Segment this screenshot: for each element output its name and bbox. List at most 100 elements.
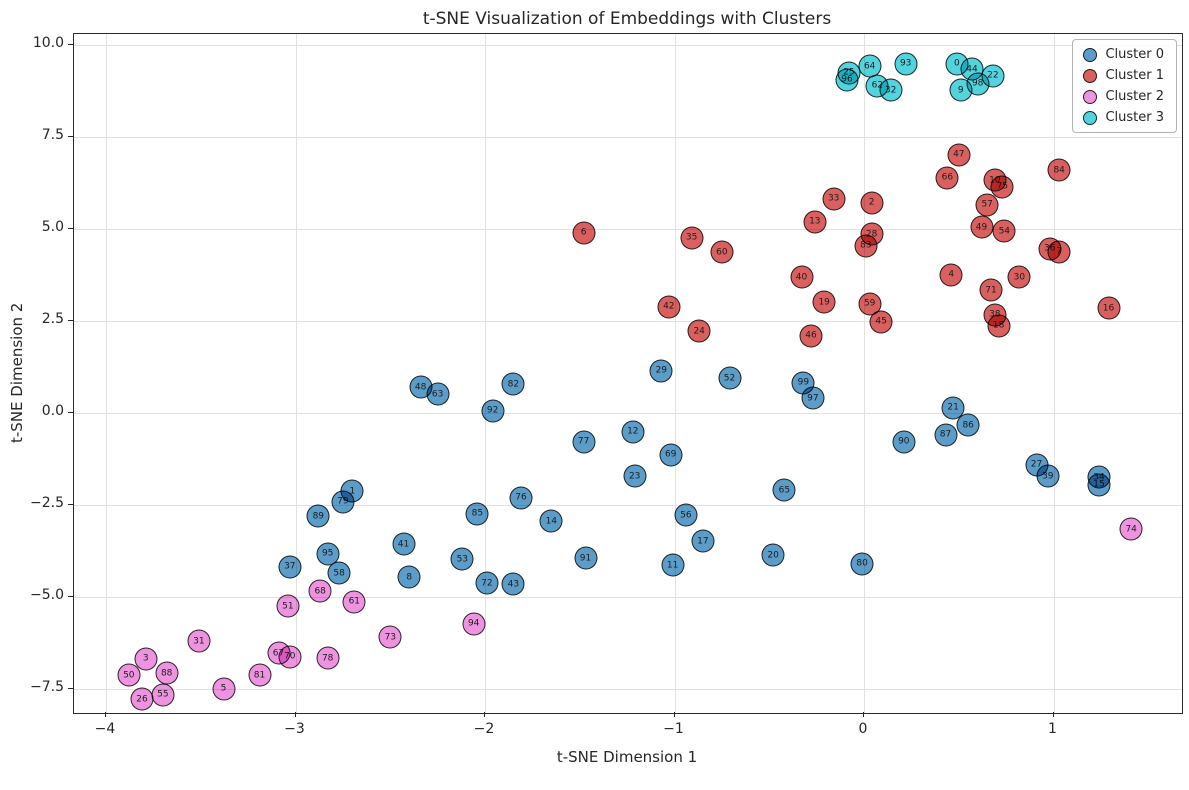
x-gridline (485, 34, 486, 713)
data-point-77: 77 (572, 430, 596, 454)
data-point-66: 66 (935, 166, 959, 190)
data-point-3: 3 (134, 647, 158, 671)
data-point-40: 40 (790, 265, 813, 289)
data-point-75: 75 (990, 175, 1014, 199)
data-point-74: 74 (1119, 517, 1143, 541)
y-tick (68, 44, 73, 45)
data-point-98: 98 (966, 72, 990, 96)
data-point-96: 96 (835, 68, 859, 92)
data-point-93: 93 (894, 52, 918, 76)
data-point-92: 92 (481, 399, 505, 423)
legend-marker-icon (1083, 89, 1098, 104)
y-tick (68, 595, 73, 597)
data-point-47: 47 (947, 143, 971, 167)
data-point-19: 19 (812, 290, 836, 314)
data-point-11: 11 (661, 553, 685, 577)
data-point-78: 78 (316, 646, 340, 670)
x-gridline (674, 34, 676, 713)
data-point-6: 6 (572, 221, 596, 244)
data-point-33: 33 (822, 187, 846, 211)
data-point-45: 45 (869, 310, 893, 334)
data-point-5: 5 (212, 677, 235, 700)
data-point-14: 14 (539, 509, 563, 533)
data-point-51: 51 (276, 594, 300, 618)
data-point-80: 80 (850, 552, 874, 575)
legend-label: Cluster 2 (1105, 89, 1164, 104)
data-point-49: 49 (970, 215, 993, 239)
data-point-26: 26 (130, 687, 154, 711)
data-point-94: 94 (462, 612, 486, 636)
data-point-20: 20 (761, 543, 785, 567)
legend-label: Cluster 0 (1105, 47, 1164, 62)
y-gridline (74, 45, 1182, 46)
data-point-59: 59 (858, 292, 882, 315)
data-point-8: 8 (397, 565, 421, 589)
data-point-70: 70 (278, 645, 302, 668)
data-point-23: 23 (623, 464, 647, 488)
legend-label: Cluster 1 (1105, 68, 1164, 83)
y-gridline (74, 412, 1182, 414)
data-point-89: 89 (306, 504, 330, 528)
data-point-21: 21 (941, 396, 965, 420)
y-gridline (74, 320, 1182, 322)
data-point-30: 30 (1007, 265, 1031, 289)
x-gridline (106, 34, 107, 713)
data-point-68: 68 (308, 579, 332, 603)
data-point-31: 31 (187, 629, 211, 653)
data-point-62: 62 (865, 74, 889, 98)
y-tick (68, 135, 73, 137)
data-point-17: 17 (691, 529, 715, 553)
data-point-91: 91 (574, 546, 597, 570)
x-tick-label: −3 (284, 721, 305, 737)
legend-item: Cluster 1 (1083, 68, 1164, 83)
x-tick (484, 712, 485, 717)
legend-item: Cluster 3 (1083, 110, 1164, 125)
y-gridline (74, 596, 1182, 598)
data-point-4: 4 (939, 263, 963, 287)
data-point-54: 54 (992, 219, 1016, 243)
y-tick (68, 503, 73, 505)
data-point-2: 2 (860, 191, 884, 215)
data-point-12: 12 (621, 420, 645, 443)
x-tick-label: 1 (1048, 721, 1057, 737)
data-point-38: 38 (983, 303, 1007, 327)
data-point-79: 79 (331, 490, 355, 514)
data-point-76: 76 (509, 486, 533, 510)
data-point-52: 52 (718, 366, 741, 390)
data-point-53: 53 (450, 547, 474, 571)
y-tick-label: 5.0 (41, 218, 64, 235)
data-point-35: 35 (680, 226, 704, 250)
data-point-82: 82 (501, 372, 525, 396)
data-point-58: 58 (327, 561, 351, 585)
data-point-16: 16 (1097, 296, 1120, 320)
data-point-65: 65 (772, 478, 796, 502)
data-point-61: 61 (342, 590, 366, 614)
data-point-46: 46 (799, 324, 823, 347)
x-gridline (295, 34, 297, 713)
x-gridline (1053, 34, 1055, 713)
y-gridline (74, 504, 1182, 506)
y-tick-label: 2.5 (41, 310, 64, 327)
data-point-36: 36 (1038, 237, 1062, 261)
x-tick-label: −4 (94, 721, 116, 737)
y-tick (68, 687, 73, 689)
y-gridline (74, 228, 1182, 230)
y-tick-label: −5.0 (30, 586, 64, 603)
data-point-57: 57 (975, 193, 999, 217)
data-point-69: 69 (659, 443, 683, 467)
data-point-56: 56 (674, 503, 698, 527)
data-point-37: 37 (278, 555, 302, 579)
legend-marker-icon (1083, 47, 1098, 62)
data-point-71: 71 (979, 278, 1003, 302)
y-tick (68, 319, 73, 321)
y-tick-label: 7.5 (41, 126, 64, 143)
legend-label: Cluster 3 (1105, 110, 1164, 125)
y-tick-label: 10.0 (32, 35, 64, 51)
data-point-43: 43 (501, 572, 525, 596)
legend-item: Cluster 2 (1083, 89, 1164, 104)
x-tick-label: −1 (663, 721, 684, 737)
x-tick (863, 712, 864, 717)
y-gridline (74, 136, 1182, 138)
